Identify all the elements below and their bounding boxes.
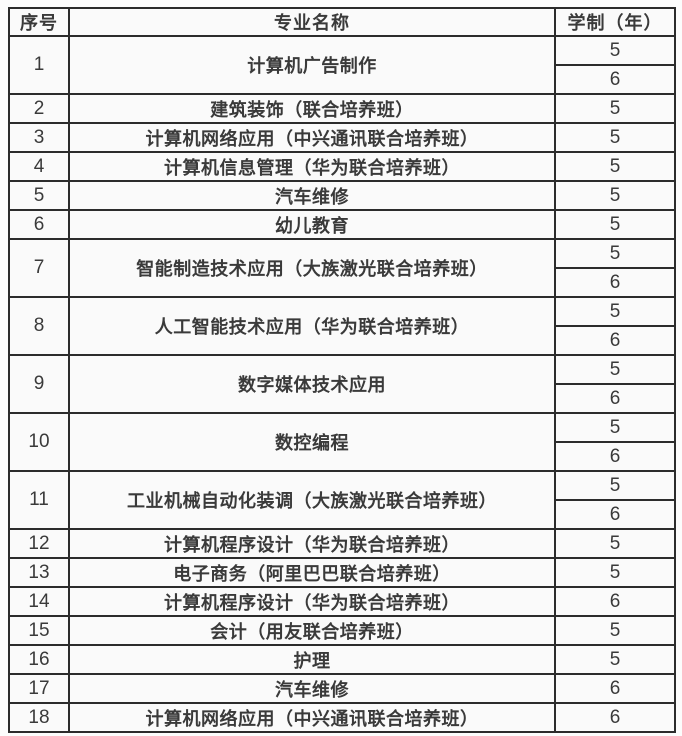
- duration-cell: 5: [554, 528, 676, 559]
- duration-cell: 5: [554, 209, 676, 240]
- row-number-cell: 11: [8, 470, 70, 530]
- table-subrow: 6: [9, 499, 676, 530]
- row-number-cell: 5: [8, 180, 70, 211]
- duration-cell: 6: [554, 499, 676, 530]
- table-row: 8 人工智能技术应用（华为联合培养班） 5: [8, 296, 676, 356]
- major-name-cell: 幼儿教育: [68, 209, 556, 240]
- row-number-cell: 3: [8, 122, 70, 153]
- duration-cell: 6: [554, 383, 676, 414]
- major-name-cell: 汽车维修: [68, 673, 556, 704]
- col-header-major-name: 专业名称: [68, 7, 556, 37]
- row-number-cell: 15: [8, 615, 70, 646]
- table-subrow: 6: [9, 383, 676, 414]
- duration-cell: 5: [554, 557, 676, 588]
- row-number-cell: 10: [8, 412, 70, 472]
- table-row: 18 计算机网络应用（中兴通讯联合培养班） 6: [8, 702, 676, 733]
- duration-cell: 5: [554, 615, 676, 646]
- duration-cell: 5: [554, 180, 676, 211]
- table-row: 4 计算机信息管理（华为联合培养班） 5: [8, 151, 676, 182]
- major-name-cell: 数字媒体技术应用: [68, 354, 556, 414]
- major-name-cell: 汽车维修: [68, 180, 556, 211]
- major-name-cell: 计算机网络应用（中兴通讯联合培养班）: [68, 702, 556, 733]
- major-name-cell: 计算机程序设计（华为联合培养班）: [68, 528, 556, 559]
- table-body: 1 计算机广告制作 5 6 2 建筑装饰（联合培养班） 5 3 计算机网络应用（中兴通讯联合培养…: [8, 35, 676, 733]
- duration-cell: 6: [554, 702, 676, 733]
- row-number-cell: 2: [8, 93, 70, 124]
- duration-cell: 5: [554, 296, 676, 327]
- table-row: 14 计算机程序设计（华为联合培养班） 6: [8, 586, 676, 617]
- duration-cell: 5: [554, 412, 676, 443]
- table-row: 2 建筑装饰（联合培养班） 5: [8, 93, 676, 124]
- major-name-cell: 计算机信息管理（华为联合培养班）: [68, 151, 556, 182]
- row-number-cell: 8: [8, 296, 70, 356]
- table-subrow: 6: [9, 325, 676, 356]
- row-number-cell: 16: [8, 644, 70, 675]
- duration-cell: 5: [554, 93, 676, 124]
- duration-cell: 5: [554, 35, 676, 66]
- table-header: 序号 专业名称 学制（年）: [8, 7, 676, 37]
- table-row: 12 计算机程序设计（华为联合培养班） 5: [8, 528, 676, 559]
- row-number-cell: 9: [8, 354, 70, 414]
- col-header-duration-years: 学制（年）: [554, 7, 676, 37]
- duration-cell: 6: [554, 64, 676, 95]
- row-number-cell: 18: [8, 702, 70, 733]
- major-name-cell: 建筑装饰（联合培养班）: [68, 93, 556, 124]
- major-name-cell: 工业机械自动化装调（大族激光联合培养班）: [68, 470, 556, 530]
- table-row: 7 智能制造技术应用（大族激光联合培养班） 5: [8, 238, 676, 298]
- major-name-cell: 计算机程序设计（华为联合培养班）: [68, 586, 556, 617]
- duration-cell: 5: [554, 238, 676, 269]
- duration-cell: 6: [554, 441, 676, 472]
- duration-cell: 5: [554, 151, 676, 182]
- table-row: 11 工业机械自动化装调（大族激光联合培养班） 5: [8, 470, 676, 530]
- duration-cell: 6: [554, 586, 676, 617]
- major-name-cell: 数控编程: [68, 412, 556, 472]
- row-number-cell: 17: [8, 673, 70, 704]
- table-row: 16 护理 5: [8, 644, 676, 675]
- table-row: 10 数控编程 5: [8, 412, 676, 472]
- table-row: 5 汽车维修 5: [8, 180, 676, 211]
- duration-cell: 5: [554, 354, 676, 385]
- row-number-cell: 4: [8, 151, 70, 182]
- table-row: 13 电子商务（阿里巴巴联合培养班） 5: [8, 557, 676, 588]
- table-subrow: 6: [9, 64, 676, 95]
- duration-cell: 6: [554, 325, 676, 356]
- major-name-cell: 计算机广告制作: [68, 35, 556, 95]
- table-row: 17 汽车维修 6: [8, 673, 676, 704]
- table-row: 3 计算机网络应用（中兴通讯联合培养班） 5: [8, 122, 676, 153]
- major-name-cell: 会计（用友联合培养班）: [68, 615, 556, 646]
- row-number-cell: 7: [8, 238, 70, 298]
- duration-cell: 6: [554, 267, 676, 298]
- major-name-cell: 计算机网络应用（中兴通讯联合培养班）: [68, 122, 556, 153]
- major-name-cell: 人工智能技术应用（华为联合培养班）: [68, 296, 556, 356]
- duration-cell: 5: [554, 122, 676, 153]
- duration-cell: 5: [554, 644, 676, 675]
- row-number-cell: 13: [8, 557, 70, 588]
- table-row: 6 幼儿教育 5: [8, 209, 676, 240]
- major-name-cell: 电子商务（阿里巴巴联合培养班）: [68, 557, 556, 588]
- header-row: 序号 专业名称 学制（年）: [8, 7, 676, 37]
- table-row: 15 会计（用友联合培养班） 5: [8, 615, 676, 646]
- duration-cell: 6: [554, 673, 676, 704]
- row-number-cell: 6: [8, 209, 70, 240]
- row-number-cell: 12: [8, 528, 70, 559]
- table-row: 1 计算机广告制作 5: [8, 35, 676, 95]
- duration-cell: 5: [554, 470, 676, 501]
- major-name-cell: 智能制造技术应用（大族激光联合培养班）: [68, 238, 556, 298]
- row-number-cell: 14: [8, 586, 70, 617]
- row-number-cell: 1: [8, 35, 70, 95]
- table-row: 9 数字媒体技术应用 5: [8, 354, 676, 414]
- table-subrow: 6: [9, 441, 676, 472]
- majors-table: 序号 专业名称 学制（年） 1 计算机广告制作 5 6 2 建筑装饰（联合培养班） 5 3 计算…: [8, 7, 676, 733]
- col-header-serial-number: 序号: [8, 7, 70, 37]
- table-subrow: 6: [9, 267, 676, 298]
- major-name-cell: 护理: [68, 644, 556, 675]
